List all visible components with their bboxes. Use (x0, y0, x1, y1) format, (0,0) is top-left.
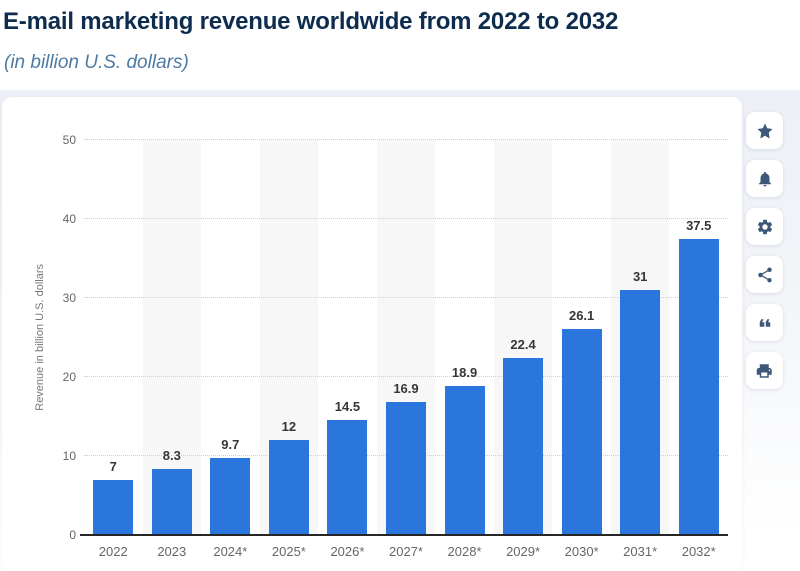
x-axis-tick-label: 2025* (271, 544, 306, 559)
gridline (84, 376, 728, 377)
bar-value-label: 9.7 (221, 437, 240, 453)
chart-toolbar (746, 112, 783, 389)
bar-value-label: 37.5 (686, 217, 712, 233)
content-section: Revenue in billion U.S. dollars 0 10 20 30 4… (0, 90, 800, 571)
page-header: E-mail marketing revenue worldwide from … (0, 0, 800, 90)
gridline (84, 297, 728, 298)
star-icon (757, 123, 772, 138)
x-axis-line (80, 534, 728, 536)
share-icon (757, 267, 772, 282)
bar-value-label: 7 (109, 458, 117, 474)
plot-band (142, 140, 202, 535)
x-axis-tick-label: 2031* (623, 544, 658, 559)
quote-icon (759, 318, 770, 327)
share-button[interactable] (746, 256, 783, 293)
bar-value-label: 18.9 (451, 364, 478, 380)
notifications-button[interactable] (746, 160, 783, 197)
x-axis-tick-label: 2024* (213, 544, 248, 559)
bell-icon (758, 171, 771, 186)
chart-bar[interactable] (503, 358, 544, 535)
chart-bar[interactable] (93, 479, 134, 535)
gear-icon (757, 219, 772, 234)
chart-bar[interactable] (210, 458, 251, 535)
chart-bar[interactable] (620, 290, 661, 535)
bar-value-label: 14.5 (334, 399, 361, 415)
y-axis-title: Revenue in billion U.S. dollars (34, 264, 46, 411)
y-axis-tick-label: 0 (69, 528, 76, 542)
gridline (84, 139, 728, 140)
x-axis-tick-label: 2026* (330, 544, 365, 559)
chart-bar[interactable] (561, 328, 602, 535)
x-axis-tick-label: 2022 (98, 544, 128, 559)
y-axis: 0 10 20 30 40 50 (48, 134, 76, 541)
y-axis-tick-label: 20 (62, 370, 76, 384)
x-axis-tick-label: 2030* (564, 544, 599, 559)
chart-card: Revenue in billion U.S. dollars 0 10 20 30 4… (2, 97, 742, 571)
chart-bar[interactable] (678, 238, 719, 535)
plot-area: 7 2022 8.3 2023 9.7 2024* 12 2025* 14.5 2026* 16.9… (80, 139, 728, 558)
x-axis-tick-label: 2032* (681, 544, 716, 559)
page-subtitle: (in billion U.S. dollars) (4, 52, 189, 73)
y-axis-tick-label: 10 (62, 449, 76, 463)
y-axis-tick-label: 40 (62, 212, 76, 226)
chart-bar[interactable] (444, 385, 485, 535)
y-axis-title-wrap: Revenue in billion U.S. dollars (32, 140, 48, 535)
chart-bar[interactable] (151, 469, 192, 535)
favorite-button[interactable] (746, 112, 783, 149)
bar-value-label: 31 (632, 269, 648, 285)
x-axis-tick-label: 2027* (388, 544, 423, 559)
gridline (84, 218, 728, 219)
settings-button[interactable] (746, 208, 783, 245)
print-icon (756, 363, 772, 378)
print-button[interactable] (746, 352, 783, 389)
cite-button[interactable] (746, 304, 783, 341)
x-axis-tick-label: 2029* (506, 544, 541, 559)
bar-value-label: 22.4 (510, 337, 536, 353)
x-axis-tick-label: 2028* (447, 544, 482, 559)
bar-value-label: 8.3 (162, 448, 181, 464)
y-axis-tick-label: 50 (62, 133, 76, 147)
chart-bar[interactable] (327, 420, 368, 535)
chart-bar[interactable] (268, 440, 309, 535)
bar-value-label: 26.1 (568, 307, 595, 323)
y-axis-tick-label: 30 (62, 291, 76, 305)
page-title: E-mail marketing revenue worldwide from … (3, 8, 619, 35)
bar-value-label: 16.9 (393, 380, 419, 396)
bar-value-label: 12 (281, 419, 297, 435)
x-axis-tick-label: 2023 (157, 544, 187, 559)
chart-bar[interactable] (386, 401, 426, 535)
